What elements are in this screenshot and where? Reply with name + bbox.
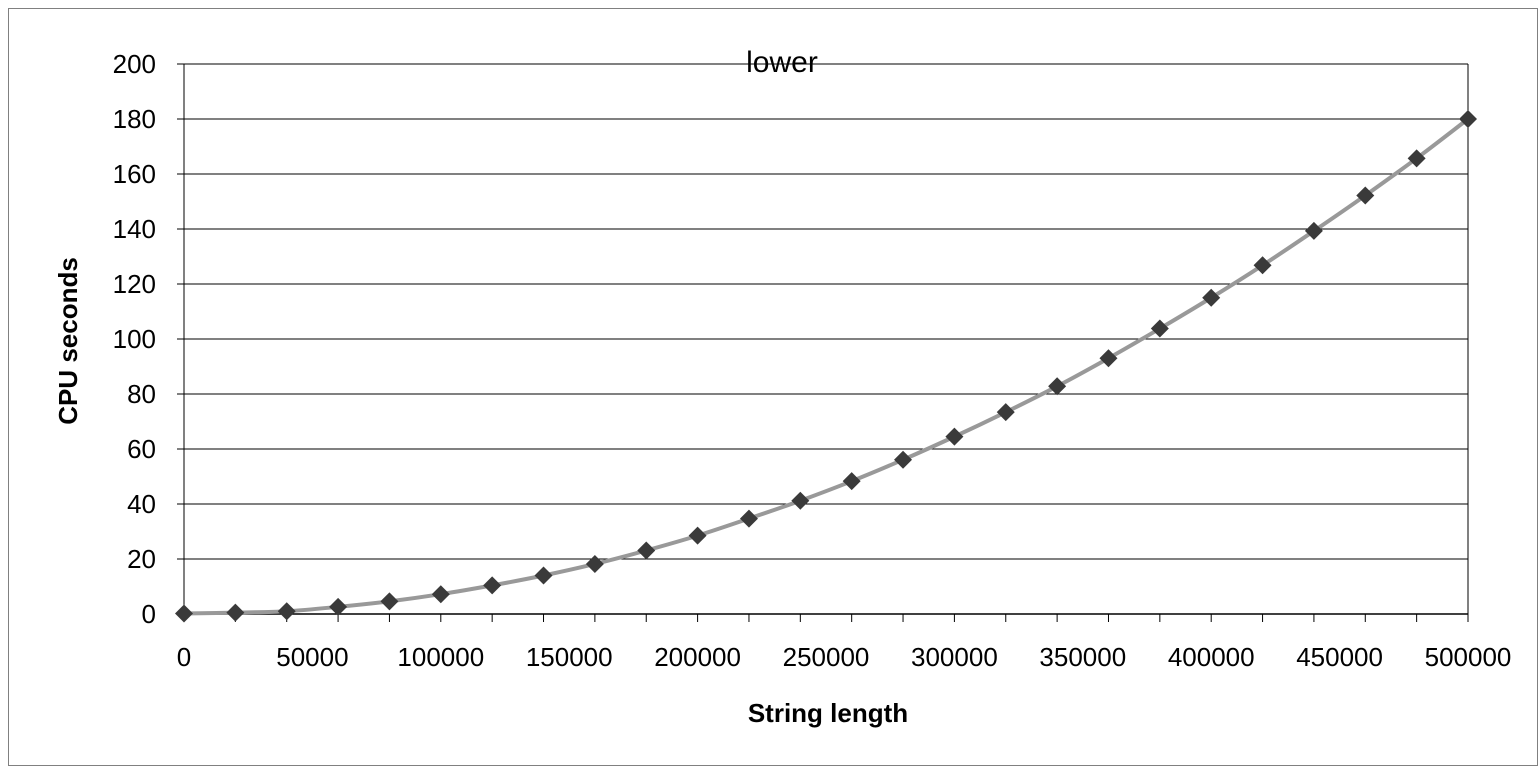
x-tick-label: 200000 — [654, 642, 741, 672]
data-point-marker — [1304, 221, 1323, 240]
data-point-marker — [945, 427, 964, 446]
data-point-marker — [1459, 110, 1477, 128]
x-tick-label: 300000 — [911, 642, 998, 672]
y-tick-label: 180 — [113, 104, 156, 134]
y-tick-label: 100 — [113, 324, 156, 354]
x-tick-label: 250000 — [783, 642, 870, 672]
data-point-marker — [1150, 319, 1169, 338]
y-tick-label: 0 — [142, 599, 156, 629]
x-tick-label: 450000 — [1296, 642, 1383, 672]
data-point-marker — [688, 526, 707, 545]
data-point-marker — [380, 592, 399, 611]
x-tick-label: 100000 — [397, 642, 484, 672]
y-tick-label: 140 — [113, 214, 156, 244]
data-point-marker — [329, 597, 348, 616]
chart-frame — [8, 8, 1538, 766]
series-line — [183, 117, 1470, 616]
data-point-marker — [431, 585, 450, 604]
y-axis-title: CPU seconds — [53, 257, 83, 425]
data-point-marker — [637, 541, 656, 560]
y-tick-label: 200 — [113, 49, 156, 79]
data-point-marker — [739, 509, 758, 528]
data-point-marker — [1048, 377, 1067, 396]
y-tick-label: 80 — [127, 379, 156, 409]
chart-title: lower — [746, 46, 818, 79]
data-point-marker — [1253, 256, 1272, 275]
data-point-marker — [534, 566, 553, 585]
data-point-marker — [791, 491, 810, 510]
data-point-marker — [996, 403, 1015, 422]
y-tick-label: 40 — [127, 489, 156, 519]
y-tick-label: 120 — [113, 269, 156, 299]
y-tick-label: 160 — [113, 159, 156, 189]
data-point-marker — [1202, 288, 1221, 307]
x-tick-label: 50000 — [276, 642, 348, 672]
ticks-layer: 0 20 40 60 80 100 120 140 160 180 200 0 50000 100000 1… — [113, 49, 1512, 672]
data-point-marker — [1407, 149, 1426, 168]
series-layer — [175, 110, 1477, 623]
x-tick-label: 400000 — [1168, 642, 1255, 672]
x-tick-label: 0 — [177, 642, 191, 672]
data-point-marker — [894, 450, 913, 469]
y-tick-label: 60 — [127, 434, 156, 464]
data-point-marker — [226, 603, 245, 622]
data-point-marker — [842, 472, 861, 491]
x-tick-label: 500000 — [1425, 642, 1512, 672]
data-point-marker — [483, 576, 502, 595]
x-tick-label: 350000 — [1039, 642, 1126, 672]
data-point-marker — [1099, 349, 1118, 368]
data-point-marker — [175, 604, 193, 623]
data-point-marker — [1356, 186, 1375, 205]
y-tick-label: 20 — [127, 544, 156, 574]
data-point-marker — [585, 554, 604, 573]
grid-layer — [184, 63, 1468, 560]
x-axis-title: String length — [748, 698, 908, 728]
data-point-marker — [277, 602, 296, 621]
x-tick-label: 150000 — [526, 642, 613, 672]
